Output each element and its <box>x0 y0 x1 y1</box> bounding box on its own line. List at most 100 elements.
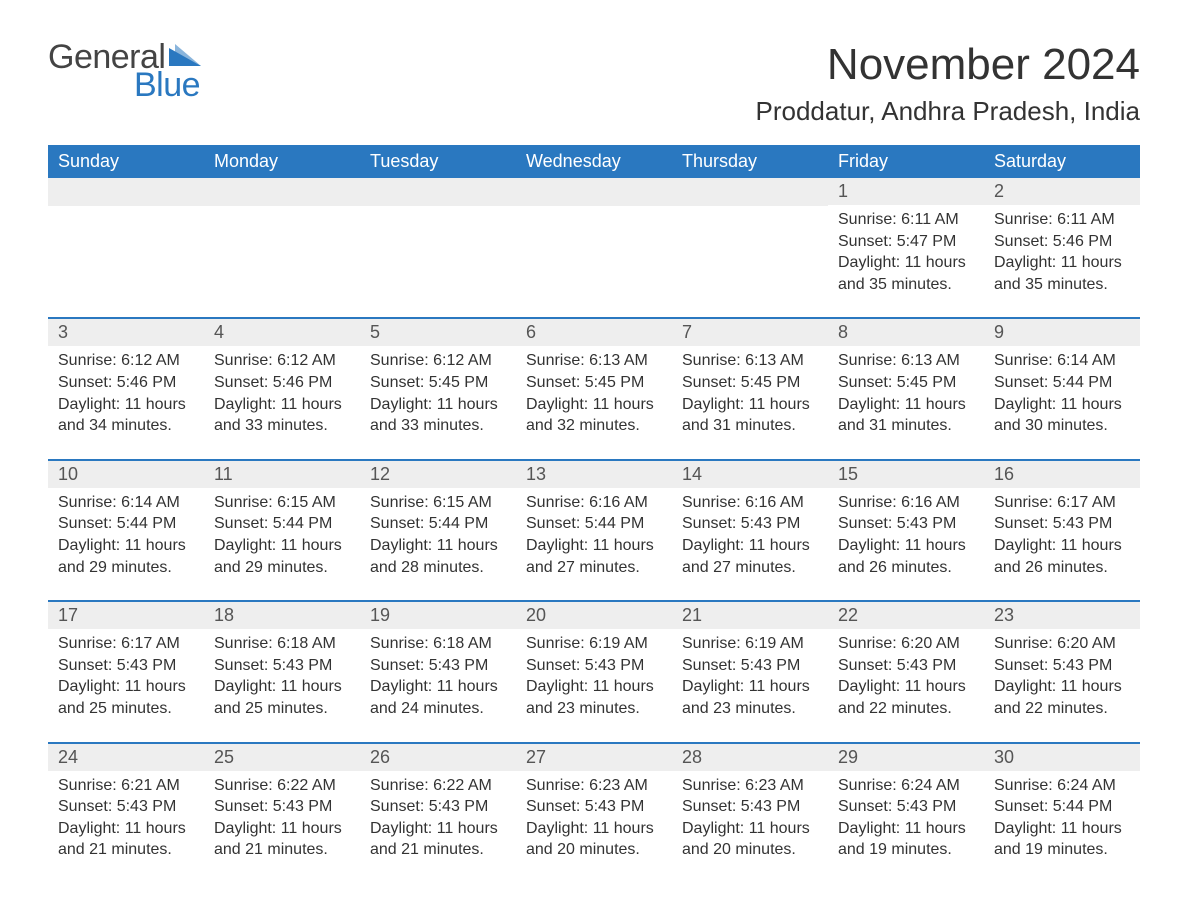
day-number: 12 <box>370 464 390 484</box>
day-number-wrap <box>360 178 516 206</box>
day-number-wrap: 26 <box>360 744 516 771</box>
daylight-line-2: and 34 minutes. <box>58 415 194 437</box>
day-cell: 5Sunrise: 6:12 AMSunset: 5:45 PMDaylight… <box>360 318 516 459</box>
sunset-line: Sunset: 5:44 PM <box>994 796 1130 818</box>
sunset-line: Sunset: 5:43 PM <box>58 655 194 677</box>
daylight-line-1: Daylight: 11 hours <box>682 535 818 557</box>
day-number-wrap: 14 <box>672 461 828 488</box>
day-number: 20 <box>526 605 546 625</box>
day-number-wrap: 27 <box>516 744 672 771</box>
weekday-header: Thursday <box>672 145 828 178</box>
sunset-line: Sunset: 5:43 PM <box>370 796 506 818</box>
daylight-line-1: Daylight: 11 hours <box>994 535 1130 557</box>
day-number-wrap: 30 <box>984 744 1140 771</box>
sunset-line: Sunset: 5:43 PM <box>370 655 506 677</box>
day-number: 3 <box>58 322 68 342</box>
day-number-wrap: 22 <box>828 602 984 629</box>
sunrise-line: Sunrise: 6:16 AM <box>682 492 818 514</box>
day-number: 7 <box>682 322 692 342</box>
sunrise-line: Sunrise: 6:13 AM <box>838 350 974 372</box>
daylight-line-2: and 28 minutes. <box>370 557 506 579</box>
day-details: Sunrise: 6:14 AMSunset: 5:44 PMDaylight:… <box>48 488 204 578</box>
sunset-line: Sunset: 5:45 PM <box>682 372 818 394</box>
day-number: 11 <box>214 464 233 484</box>
sunset-line: Sunset: 5:43 PM <box>682 796 818 818</box>
daylight-line-2: and 21 minutes. <box>370 839 506 861</box>
day-details: Sunrise: 6:23 AMSunset: 5:43 PMDaylight:… <box>672 771 828 861</box>
sunrise-line: Sunrise: 6:11 AM <box>838 209 974 231</box>
daylight-line-1: Daylight: 11 hours <box>526 818 662 840</box>
day-cell: 15Sunrise: 6:16 AMSunset: 5:43 PMDayligh… <box>828 460 984 601</box>
day-number-wrap: 29 <box>828 744 984 771</box>
daylight-line-2: and 21 minutes. <box>58 839 194 861</box>
day-cell: 10Sunrise: 6:14 AMSunset: 5:44 PMDayligh… <box>48 460 204 601</box>
daylight-line-2: and 19 minutes. <box>838 839 974 861</box>
day-details: Sunrise: 6:12 AMSunset: 5:46 PMDaylight:… <box>48 346 204 436</box>
daylight-line-2: and 22 minutes. <box>838 698 974 720</box>
daylight-line-1: Daylight: 11 hours <box>214 676 350 698</box>
day-cell: 27Sunrise: 6:23 AMSunset: 5:43 PMDayligh… <box>516 743 672 883</box>
day-cell: 1Sunrise: 6:11 AMSunset: 5:47 PMDaylight… <box>828 178 984 318</box>
day-details: Sunrise: 6:20 AMSunset: 5:43 PMDaylight:… <box>828 629 984 719</box>
logo-word2: Blue <box>134 68 201 102</box>
day-number: 8 <box>838 322 848 342</box>
day-number-wrap: 4 <box>204 319 360 346</box>
day-details: Sunrise: 6:22 AMSunset: 5:43 PMDaylight:… <box>204 771 360 861</box>
day-details: Sunrise: 6:14 AMSunset: 5:44 PMDaylight:… <box>984 346 1140 436</box>
day-details: Sunrise: 6:17 AMSunset: 5:43 PMDaylight:… <box>984 488 1140 578</box>
daylight-line-1: Daylight: 11 hours <box>58 394 194 416</box>
day-number-wrap: 28 <box>672 744 828 771</box>
day-number-wrap: 11 <box>204 461 360 488</box>
sunset-line: Sunset: 5:47 PM <box>838 231 974 253</box>
calendar-body: 1 Sunrise: 6:11 AMSunset: 5:47 PM Daylight… <box>48 178 1140 883</box>
day-number-wrap: 9 <box>984 319 1140 346</box>
sunrise-line: Sunrise: 6:24 AM <box>838 775 974 797</box>
day-number-wrap: 1 <box>828 178 984 205</box>
day-cell: 6Sunrise: 6:13 AMSunset: 5:45 PMDaylight… <box>516 318 672 459</box>
day-cell: 4Sunrise: 6:12 AMSunset: 5:46 PMDaylight… <box>204 318 360 459</box>
sunset-line: Sunset: 5:44 PM <box>526 513 662 535</box>
daylight-line-1: Daylight: 11 hours <box>994 818 1130 840</box>
location-subtitle: Proddatur, Andhra Pradesh, India <box>756 96 1141 127</box>
day-cell: 2Sunrise: 6:11 AMSunset: 5:46 PMDaylight… <box>984 178 1140 318</box>
day-number: 14 <box>682 464 702 484</box>
day-cell: 9Sunrise: 6:14 AMSunset: 5:44 PMDaylight… <box>984 318 1140 459</box>
day-cell: 8Sunrise: 6:13 AMSunset: 5:45 PMDaylight… <box>828 318 984 459</box>
day-number-wrap <box>48 178 204 206</box>
day-number: 28 <box>682 747 702 767</box>
day-details: Sunrise: 6:16 AMSunset: 5:43 PMDaylight:… <box>828 488 984 578</box>
sunset-line: Sunset: 5:46 PM <box>58 372 194 394</box>
sunrise-line: Sunrise: 6:23 AM <box>526 775 662 797</box>
daylight-line-1: Daylight: 11 hours <box>214 535 350 557</box>
daylight-line-1: Daylight: 11 hours <box>370 394 506 416</box>
sunset-line: Sunset: 5:43 PM <box>682 655 818 677</box>
calendar-table: Sunday Monday Tuesday Wednesday Thursday… <box>48 145 1140 883</box>
sunrise-line: Sunrise: 6:23 AM <box>682 775 818 797</box>
day-number: 2 <box>994 181 1004 201</box>
sunset-line: Sunset: 5:43 PM <box>682 513 818 535</box>
daylight-line-1: Daylight: 11 hours <box>370 676 506 698</box>
day-number-wrap <box>516 178 672 206</box>
day-details: Sunrise: 6:13 AMSunset: 5:45 PMDaylight:… <box>672 346 828 436</box>
sunrise-line: Sunrise: 6:18 AM <box>214 633 350 655</box>
daylight-line-2: and 21 minutes. <box>214 839 350 861</box>
page-header: General Blue November 2024 Proddatur, An… <box>48 40 1140 127</box>
sunrise-line: Sunrise: 6:12 AM <box>214 350 350 372</box>
sunset-line: Sunset: 5:46 PM <box>994 231 1130 253</box>
day-number: 16 <box>994 464 1014 484</box>
day-number: 17 <box>58 605 78 625</box>
day-number: 23 <box>994 605 1014 625</box>
daylight-line-2: and 35 minutes. <box>838 274 974 296</box>
day-number-wrap: 15 <box>828 461 984 488</box>
daylight-line-1: Daylight: 11 hours <box>838 394 974 416</box>
week-row: 1Sunrise: 6:11 AMSunset: 5:47 PMDaylight… <box>48 178 1140 318</box>
week-row: 17Sunrise: 6:17 AMSunset: 5:43 PMDayligh… <box>48 601 1140 742</box>
day-number-wrap: 19 <box>360 602 516 629</box>
day-cell: 26Sunrise: 6:22 AMSunset: 5:43 PMDayligh… <box>360 743 516 883</box>
day-cell <box>360 178 516 318</box>
month-title: November 2024 <box>756 40 1141 90</box>
daylight-line-2: and 27 minutes. <box>682 557 818 579</box>
sunrise-line: Sunrise: 6:22 AM <box>370 775 506 797</box>
day-cell: 22Sunrise: 6:20 AMSunset: 5:43 PMDayligh… <box>828 601 984 742</box>
daylight-line-2: and 25 minutes. <box>214 698 350 720</box>
